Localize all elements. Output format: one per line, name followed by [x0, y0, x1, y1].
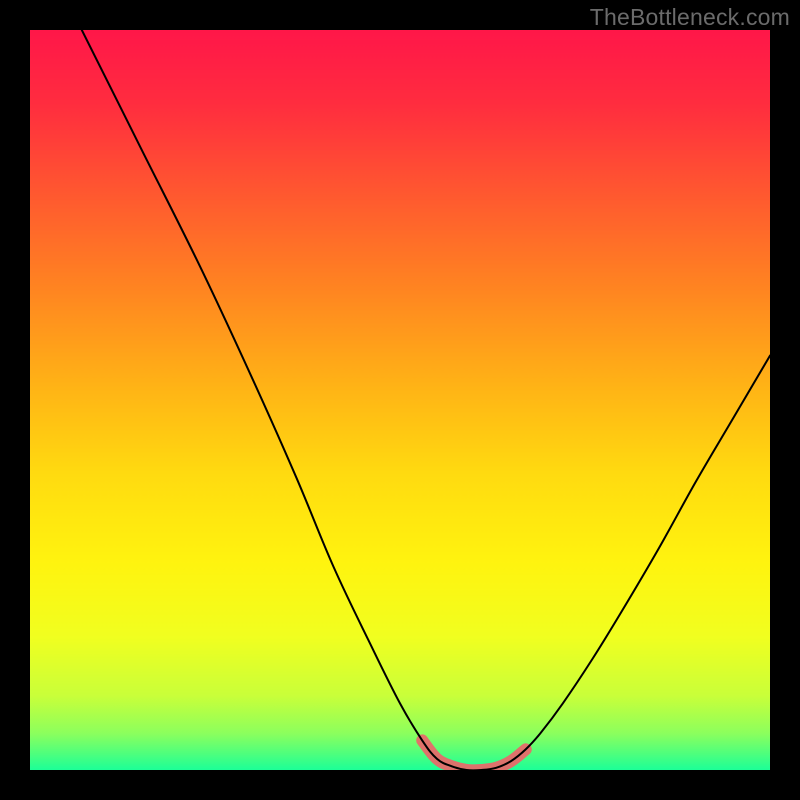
emphasis-segment: [422, 740, 526, 770]
watermark-text: TheBottleneck.com: [590, 4, 790, 31]
curve-overlay: [30, 30, 770, 770]
plot-area: [30, 30, 770, 770]
chart-frame: TheBottleneck.com: [0, 0, 800, 800]
bottleneck-curve: [82, 30, 770, 770]
